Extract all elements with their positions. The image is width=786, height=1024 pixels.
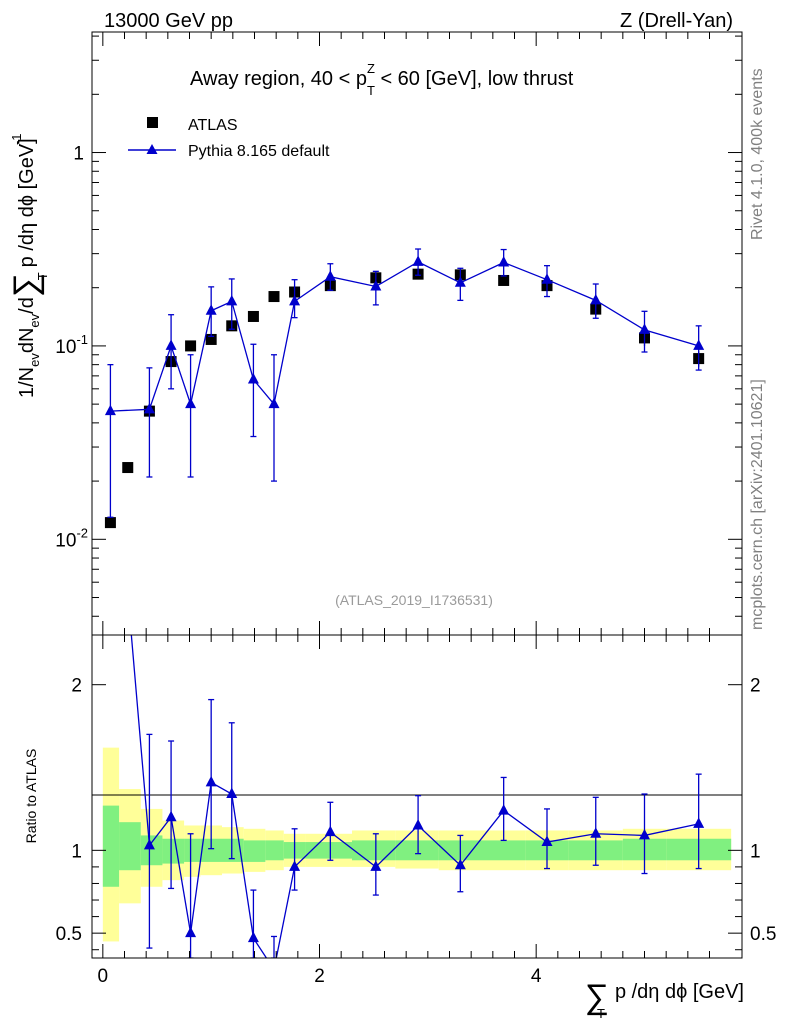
main-axes-layer: 10-2 10-1 1 xyxy=(55,32,742,635)
ratio-point xyxy=(226,787,238,799)
pythia-line xyxy=(110,261,699,412)
ratio-line xyxy=(130,635,699,958)
ratio-green-band xyxy=(352,840,396,861)
ratio-axes-layer: 0.5 0.5 1 1 2 2 0 2 4 xyxy=(56,635,776,987)
ratio-point xyxy=(693,817,705,828)
pythia-point xyxy=(289,294,301,306)
energy-label: 13000 GeV pp xyxy=(104,10,233,32)
ratio-y-tick-label: 0.5 xyxy=(56,924,82,945)
atlas-point xyxy=(205,333,217,345)
atlas-point xyxy=(185,340,197,352)
pythia-point xyxy=(639,323,650,334)
plot-title: Away region, 40 < pTZ < 60 [GeV], low th… xyxy=(190,61,574,98)
rivet-label: Rivet 4.1.0, 400k events xyxy=(749,68,766,240)
ratio-point xyxy=(205,775,217,787)
pythia-point xyxy=(541,273,553,284)
y-axis-label-main: 1/NevdNev/d∑ p /dη dϕ [GeV]T-1 xyxy=(7,133,50,398)
ratio-green-band xyxy=(222,838,244,862)
ratio-green-band xyxy=(119,822,141,871)
process-label: Z (Drell-Yan) xyxy=(620,10,733,32)
ratio-point xyxy=(454,858,466,870)
ratio-point xyxy=(289,860,301,871)
atlas-point xyxy=(498,274,510,286)
ratio-point xyxy=(639,828,650,840)
legend-atlas-marker xyxy=(147,117,158,128)
ratio-y-tick-label-right: 1 xyxy=(750,841,761,862)
pythia-point xyxy=(412,255,424,266)
pythia-point xyxy=(454,276,466,287)
atlas-point xyxy=(104,517,116,529)
ratio-green-band xyxy=(162,838,185,864)
ratio-point xyxy=(412,818,424,830)
ratio-point xyxy=(185,926,197,938)
legend: ATLAS Pythia 8.165 default xyxy=(128,117,330,160)
pythia-point xyxy=(370,279,382,291)
x-tick-label: 0 xyxy=(98,966,109,987)
atlas-point xyxy=(247,310,259,322)
ratio-green-band xyxy=(305,842,352,859)
pythia-point xyxy=(324,270,336,281)
pythia-point xyxy=(205,304,217,315)
pythia-point xyxy=(590,293,602,305)
main-markers-layer xyxy=(104,248,705,529)
pythia-point xyxy=(693,339,705,350)
ratio-bands-layer xyxy=(102,747,732,942)
ratio-point xyxy=(590,827,602,838)
ratio-point xyxy=(143,838,155,850)
ratio-green-band xyxy=(482,840,526,861)
ratio-green-band xyxy=(395,840,439,861)
pythia-point xyxy=(185,397,197,409)
ratio-y-tick-label: 1 xyxy=(71,841,82,862)
pythia-point xyxy=(498,255,510,267)
ratio-series xyxy=(130,635,705,974)
pythia-point xyxy=(247,373,259,384)
ratio-y-tick-label-right: 2 xyxy=(750,676,761,697)
legend-atlas-label: ATLAS xyxy=(188,117,238,134)
ratio-green-band xyxy=(140,835,163,866)
pythia-point xyxy=(165,339,177,350)
ratio-panel: 0.5 0.5 1 1 2 2 0 2 4 Ratio to ATLAS ∑ p /dη dϕ [… xyxy=(23,634,776,1021)
atlas-point xyxy=(122,462,134,474)
main-y-tick-label: 10-1 xyxy=(55,332,88,358)
pythia-point xyxy=(268,397,280,409)
ratio-green-band xyxy=(200,838,222,862)
ratio-point xyxy=(541,835,553,847)
ratio-point xyxy=(498,804,510,815)
x-tick-label: 4 xyxy=(531,966,542,987)
pythia-point xyxy=(104,404,116,416)
ratio-green-band xyxy=(102,805,120,887)
x-axis-label-subscript: T xyxy=(597,1006,605,1021)
ratio-point xyxy=(247,931,259,943)
ratio-y-tick-label-right: 0.5 xyxy=(750,924,776,945)
ratio-green-band xyxy=(243,840,266,862)
ratio-green-band xyxy=(184,838,201,862)
ratio-markers-layer xyxy=(130,635,705,974)
atlas-point xyxy=(268,291,280,303)
mcplots-label: mcplots.cern.ch [arXiv:2401.10621] xyxy=(749,379,766,630)
analysis-ref: (ATLAS_2019_I1736531) xyxy=(335,592,493,608)
main-y-tick-label: 10-2 xyxy=(55,525,88,551)
pythia-point xyxy=(143,402,155,414)
ratio-y-tick-label: 2 xyxy=(71,676,82,697)
legend-pythia-label: Pythia 8.165 default xyxy=(188,143,330,160)
ratio-point xyxy=(165,810,177,822)
legend-pythia-marker xyxy=(146,144,158,154)
y-axis-label-ratio: Ratio to ATLAS xyxy=(23,749,39,844)
main-panel: 10-2 10-1 1 Away region, 40 < pTZ < 60 [Ge… xyxy=(7,31,743,636)
x-axis-label: ∑ p /dη dϕ [GeV] xyxy=(585,978,744,1016)
ratio-point xyxy=(370,860,382,871)
ratio-green-band xyxy=(265,840,284,861)
pythia-point xyxy=(226,294,238,306)
ratio-frame xyxy=(91,634,743,959)
x-tick-label: 2 xyxy=(314,966,325,987)
ratio-point xyxy=(324,825,336,837)
main-y-tick-label: 1 xyxy=(73,144,84,165)
ratio-point xyxy=(269,963,280,974)
